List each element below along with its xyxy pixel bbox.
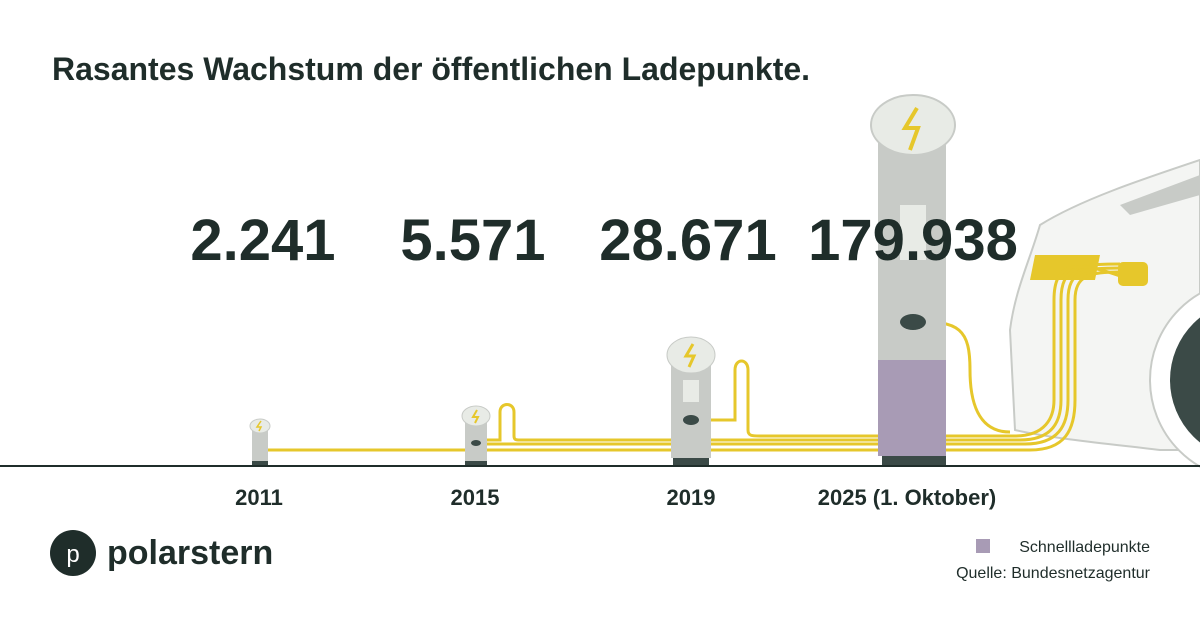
station-2011 (249, 418, 271, 466)
logo-mark (50, 530, 96, 576)
source: Quelle: Bundesnetzagentur (956, 565, 1151, 582)
year: 2019 (667, 485, 716, 510)
value: 5.571 (400, 208, 545, 273)
value: 2.241 (190, 208, 335, 273)
value: 179.938 (808, 208, 1018, 273)
cable-illustration (262, 262, 1121, 452)
station-2019 (666, 336, 716, 466)
value: 28.671 (599, 208, 776, 273)
logo-name: polarstern (107, 534, 273, 572)
station-2015 (461, 405, 491, 466)
year: 2015 (451, 485, 500, 510)
logo-letter: p (66, 541, 79, 568)
year: 2011 (235, 485, 283, 510)
year: 2025 (1. Oktober) (818, 485, 997, 510)
legend-swatch (976, 539, 990, 553)
legend-label: Schnellladepunkte (1019, 539, 1150, 556)
car-illustration (1008, 158, 1200, 468)
station-2025 (870, 94, 956, 466)
title: Rasantes Wachstum der öffentlichen Ladep… (52, 51, 810, 87)
plug (1118, 262, 1148, 286)
